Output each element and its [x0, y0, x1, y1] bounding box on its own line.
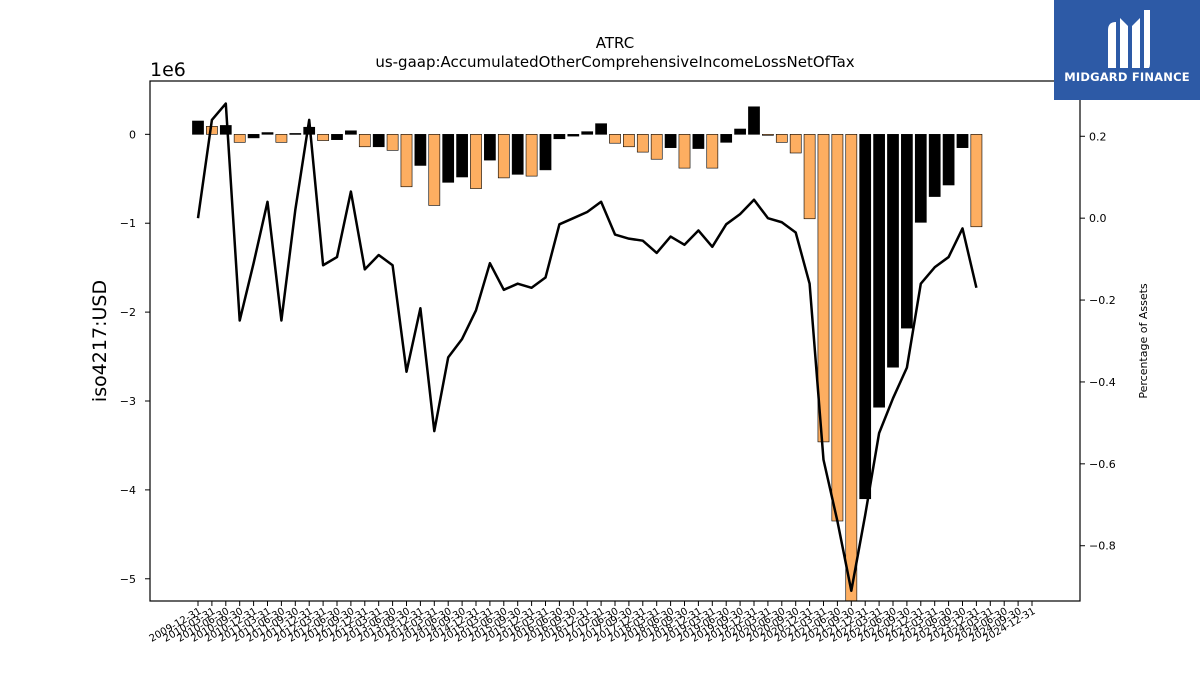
- bar: [817, 134, 830, 443]
- bar: [748, 106, 760, 135]
- bar: [358, 134, 371, 148]
- y2-tick-label: −0.8: [1089, 540, 1116, 553]
- bar: [442, 134, 455, 183]
- bar: [414, 134, 427, 166]
- bar: [775, 134, 788, 143]
- bar: [386, 134, 399, 151]
- bar: [428, 134, 441, 206]
- bar: [247, 134, 260, 139]
- bar: [928, 134, 941, 197]
- percentage-line: [196, 102, 978, 593]
- y2-tick-label: −0.4: [1089, 376, 1116, 389]
- bar: [484, 134, 496, 161]
- bar: [914, 134, 927, 223]
- bar: [678, 134, 691, 169]
- bar: [942, 134, 955, 186]
- bar: [623, 134, 635, 148]
- bar: [901, 134, 913, 329]
- y-axis-label: iso4217:USD: [89, 280, 111, 402]
- bar: [831, 134, 844, 522]
- y-tick-label: −4: [120, 484, 136, 497]
- logo-mark-icon: [1108, 10, 1150, 68]
- y-offset-text: 1e6: [150, 59, 186, 81]
- bar: [331, 134, 343, 140]
- chart-title: ATRC: [596, 34, 634, 52]
- bar: [609, 134, 621, 144]
- y2-tick-label: 0.2: [1089, 130, 1107, 143]
- brand-name: MIDGARD FINANCE: [1064, 70, 1190, 84]
- bar: [525, 134, 538, 177]
- bar: [275, 134, 288, 143]
- y-tick-label: 0: [129, 128, 136, 141]
- y2-tick-label: 0.0: [1089, 212, 1107, 225]
- bar: [456, 134, 468, 178]
- bar: [372, 134, 385, 148]
- bar: [873, 134, 885, 408]
- bar: [400, 134, 413, 188]
- bar: [497, 134, 510, 179]
- bar: [706, 134, 719, 169]
- y2-tick-label: −0.6: [1089, 458, 1116, 471]
- bar: [581, 131, 594, 135]
- bar: [345, 130, 357, 135]
- bar: [720, 134, 733, 143]
- y2-tick-label: −0.2: [1089, 294, 1116, 307]
- bar: [970, 134, 983, 228]
- bar: [511, 134, 524, 175]
- bars: [192, 106, 983, 602]
- y-tick-label: −3: [120, 395, 136, 408]
- bar: [317, 134, 329, 141]
- chart-subtitle: us-gaap:AccumulatedOtherComprehensiveInc…: [375, 53, 854, 71]
- bar: [289, 133, 302, 135]
- bar: [845, 134, 858, 602]
- y-tick-label: −1: [120, 217, 136, 230]
- bar: [219, 125, 232, 135]
- bar: [664, 134, 677, 148]
- y-tick-label: −5: [120, 573, 136, 586]
- bar: [859, 134, 872, 500]
- bar: [233, 134, 246, 143]
- bar: [261, 132, 274, 135]
- bar: [553, 134, 566, 140]
- bar: [636, 134, 649, 153]
- bar: [539, 134, 552, 171]
- bar: [789, 134, 802, 154]
- bar: [887, 134, 899, 368]
- axes: 0−1−2−3−4−50.20.0−0.2−0.4−0.6−0.82009-12…: [120, 80, 1116, 645]
- bar: [762, 134, 774, 136]
- bar: [192, 120, 204, 135]
- bar: [734, 128, 746, 135]
- bar: [650, 134, 663, 160]
- y-tick-label: −2: [120, 306, 136, 319]
- y2-axis-label: Percentage of Assets: [1137, 283, 1150, 399]
- bar: [470, 134, 482, 189]
- bar: [595, 123, 607, 135]
- bar: [692, 134, 705, 149]
- bar: [956, 134, 969, 148]
- series-line: [196, 102, 978, 593]
- bar: [567, 134, 580, 137]
- brand-logo: MIDGARD FINANCE: [1054, 0, 1200, 100]
- bar: [803, 134, 816, 220]
